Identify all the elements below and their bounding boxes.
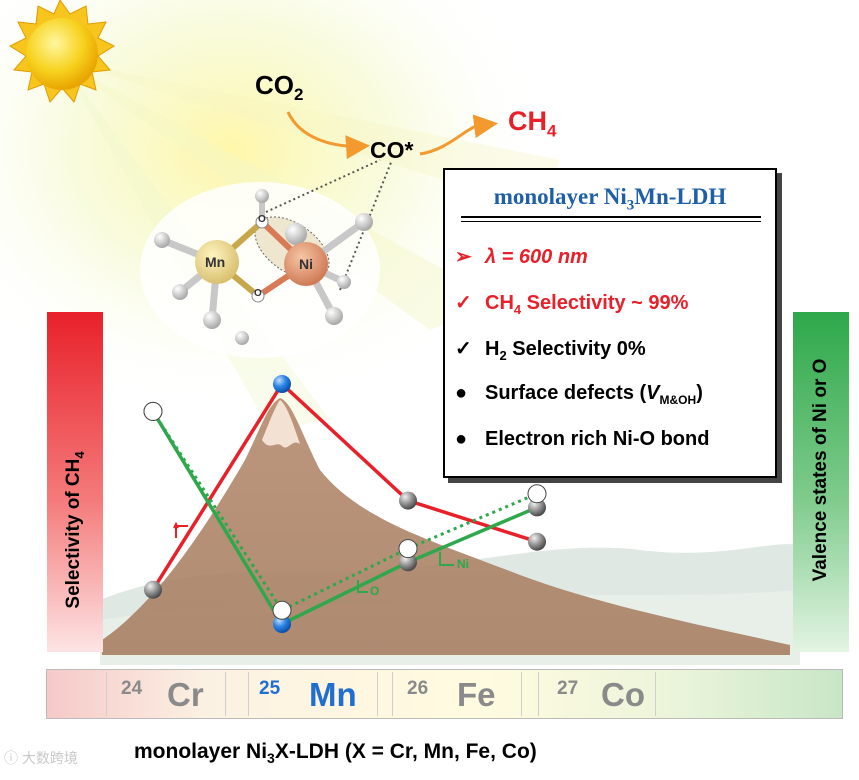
ni-atom <box>284 242 328 286</box>
data-point-co <box>527 484 547 504</box>
co2-to-co-arrow <box>286 111 370 160</box>
o-atom-bottom-label: O <box>254 288 262 299</box>
valence-bar <box>793 312 849 652</box>
data-point-fe <box>398 539 418 559</box>
element-cell-cr: 24 Cr <box>106 672 226 716</box>
ni-legend-label: Ni <box>457 557 469 571</box>
title-underline-thin <box>461 221 761 222</box>
co2-label: CO2 <box>255 70 304 105</box>
element-symbol: Cr <box>167 676 204 713</box>
element-symbol: Mn <box>309 676 357 713</box>
element-symbol: Co <box>601 676 645 713</box>
valence-line <box>151 410 538 627</box>
element-number: 27 <box>557 678 579 699</box>
element-cell-mn: 25 Mn <box>248 672 378 716</box>
title-underline <box>461 216 761 218</box>
data-point-co <box>528 532 546 551</box>
item-h2-selectivity: ✓ H2 Selectivity 0% <box>455 338 646 363</box>
co-to-ch4-arrow <box>419 114 498 156</box>
co-star-label: CO* <box>370 137 414 163</box>
left-axis-label: Selectivity of CH4 <box>63 451 87 609</box>
element-number: 25 <box>259 678 281 699</box>
data-point-fe <box>399 491 417 510</box>
info-box-title: monolayer Ni3Mn-LDH <box>493 184 727 214</box>
arrow-bullet-icon: ➢ <box>455 246 472 268</box>
data-point-mn <box>272 600 292 620</box>
mn-atom <box>195 240 239 284</box>
mn-atom-label: Mn <box>205 254 226 270</box>
data-point-mn <box>273 615 291 633</box>
data-point-co <box>528 498 546 517</box>
chart-lines <box>143 375 547 633</box>
sun-icon <box>8 0 116 103</box>
info-box: monolayer Ni3Mn-LDH ➢ λ = 600 nm ✓ CH4 Sel… <box>443 168 777 478</box>
periodic-strip <box>46 669 843 719</box>
element-number: 26 <box>407 678 429 699</box>
molecule-model <box>140 159 393 358</box>
item-ch4-selectivity: ✓ CH4 Selectivity ~ 99% <box>455 292 689 317</box>
item-wavelength: ➢ λ = 600 nm <box>455 246 588 268</box>
data-point-fe <box>399 553 417 572</box>
ni-atom-label: Ni <box>299 256 313 272</box>
element-symbol: Fe <box>457 676 496 713</box>
element-cell-fe: 26 Fe <box>392 672 522 716</box>
figure-caption: monolayer Ni3X-LDH (X = Cr, Mn, Fe, Co) <box>134 740 537 767</box>
data-point-cr <box>144 580 162 599</box>
check-icon: ✓ <box>455 292 472 314</box>
data-point-cr <box>143 401 163 421</box>
right-axis-label: Valence states of Ni or O <box>810 358 831 582</box>
bullet-icon: ● <box>455 428 468 450</box>
element-cell-co: 27 Co <box>538 672 656 716</box>
element-number: 24 <box>121 678 143 699</box>
item-electron-rich: ● Electron rich Ni-O bond <box>455 428 710 450</box>
watermark: ⓘ 大数跨境 <box>4 750 78 766</box>
ch4-label: CH4 <box>508 106 557 141</box>
item-surface-defects: ● Surface defects (VM&OH) <box>455 382 703 407</box>
data-point-mn <box>273 375 291 393</box>
mountain <box>102 398 790 655</box>
bullet-icon: ● <box>455 382 468 404</box>
selectivity-bar <box>47 312 103 652</box>
selectivity-line <box>151 381 538 591</box>
legend-marks <box>173 521 454 593</box>
o-legend-label: O <box>370 584 380 598</box>
o-atom-top-label: O <box>258 214 266 225</box>
check-icon: ✓ <box>455 338 472 360</box>
